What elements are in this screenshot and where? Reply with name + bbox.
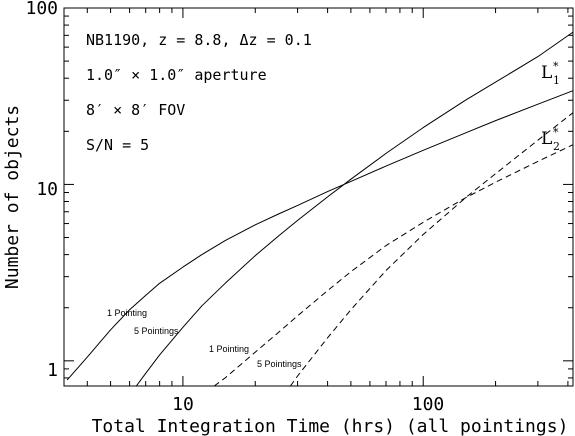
lstar-2-sub: 2	[553, 140, 560, 153]
y-tick-label-10: 10	[36, 179, 58, 200]
y-tick-label-100: 100	[25, 0, 58, 19]
curve-l1_1	[66, 90, 574, 381]
annotation-aperture: 1.0″ × 1.0″ aperture	[86, 66, 267, 84]
curve-label-l2-5-pointings: 5 Pointings	[257, 359, 302, 369]
x-tick-label-10: 10	[172, 394, 194, 415]
data-curves	[66, 31, 574, 387]
y-tick-label-1: 1	[47, 360, 58, 381]
annotation-snr: S/N = 5	[86, 136, 149, 154]
lstar-1-sup: *	[553, 60, 559, 73]
curve-l1_5	[135, 31, 574, 387]
lstar-label-2: L * 2	[541, 126, 560, 153]
x-tick-label-100: 100	[412, 394, 445, 415]
plot-frame	[63, 7, 574, 387]
annotation-filter: NB1190, z = 8.8, Δz = 0.1	[86, 31, 312, 49]
curve-l2_1	[213, 144, 574, 387]
lstar-2-text: L	[541, 129, 552, 149]
y-axis-label: Number of objects	[2, 105, 23, 289]
curve-label-l1-1-pointing: 1 Pointing	[107, 308, 147, 318]
lstar-label-1: L * 1	[541, 60, 560, 87]
curve-l2_5	[289, 112, 574, 387]
x-axis-label: Total Integration Time (hrs) (all pointi…	[92, 416, 569, 436]
lstar-2-sup: *	[553, 126, 559, 139]
curve-label-l1-5-pointings: 5 Pointings	[134, 326, 179, 336]
lstar-1-sub: 1	[553, 74, 560, 87]
curve-label-l2-1-pointing: 1 Pointing	[209, 344, 249, 354]
lstar-1-text: L	[541, 63, 552, 83]
axis-ticks	[64, 7, 573, 386]
annotation-fov: 8′ × 8′ FOV	[86, 101, 185, 119]
